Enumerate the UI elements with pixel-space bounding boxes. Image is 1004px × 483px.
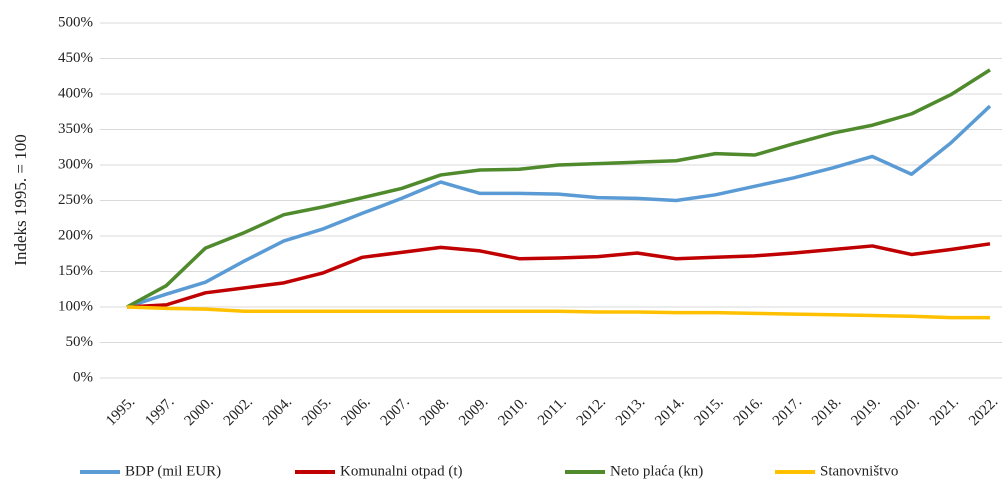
x-tick-label: 2000. — [182, 394, 217, 429]
legend-label: BDP (mil EUR) — [125, 463, 221, 479]
legend-label: Stanovništvo — [820, 463, 898, 479]
y-tick-label: 300% — [58, 156, 93, 172]
x-tick-label: 2010. — [495, 394, 530, 429]
x-tick-label: 1995. — [103, 394, 138, 429]
x-tick-label: 2020. — [888, 394, 923, 429]
x-tick-label: 2014. — [652, 394, 687, 429]
series-line — [126, 104, 992, 309]
y-tick-label: 50% — [66, 334, 94, 350]
legend-label: Komunalni otpad (t) — [340, 463, 462, 479]
y-tick-label: 350% — [58, 121, 93, 137]
x-tick-label: 2022. — [966, 394, 1001, 429]
x-tick-label: 2015. — [691, 394, 726, 429]
series-line — [126, 68, 991, 309]
x-tick-label: 2006. — [338, 394, 373, 429]
x-tick-label: 2009. — [456, 394, 491, 429]
y-tick-label: 500% — [58, 14, 93, 30]
x-tick-label: 2004. — [260, 394, 295, 429]
y-axis-label: Indeks 1995. = 100 — [11, 134, 30, 265]
x-tick-label: 2005. — [299, 394, 334, 429]
x-tick-label: 2016. — [731, 394, 766, 429]
y-tick-label: 0% — [73, 369, 93, 385]
y-tick-label: 250% — [58, 192, 93, 208]
y-tick-label: 150% — [58, 263, 93, 279]
x-tick-label: 2008. — [417, 394, 452, 429]
x-tick-label: 2013. — [613, 394, 648, 429]
x-tick-label: 2019. — [848, 394, 883, 429]
x-tick-label: 1997. — [142, 394, 177, 429]
series-line — [126, 242, 991, 309]
y-tick-label: 200% — [58, 227, 93, 243]
x-tick-label: 2012. — [574, 394, 609, 429]
x-tick-label: 2018. — [809, 394, 844, 429]
x-tick-label: 2007. — [378, 394, 413, 429]
x-tick-label: 2021. — [927, 394, 962, 429]
series-line — [126, 305, 990, 320]
x-tick-label: 2002. — [221, 394, 256, 429]
y-tick-label: 400% — [58, 85, 93, 101]
y-tick-label: 100% — [58, 298, 93, 314]
legend-label: Neto plaća (kn) — [610, 463, 703, 479]
y-tick-label: 450% — [58, 50, 93, 66]
x-tick-label: 2011. — [535, 394, 570, 429]
x-tick-label: 2017. — [770, 394, 805, 429]
